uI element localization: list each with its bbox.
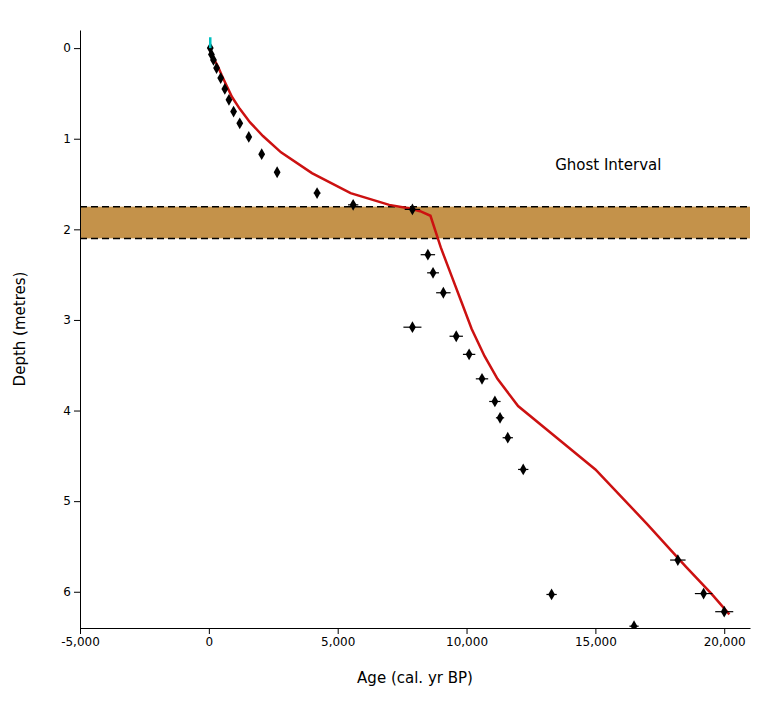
axis-line [81,628,751,629]
data-point [213,62,220,74]
tick: 5,000 [321,628,355,649]
x-axis-title: Age (cal. yr BP) [357,669,473,687]
span-edge [80,206,750,208]
data-point [409,321,416,333]
data-point [453,330,460,342]
data-point [236,117,243,129]
data-point [631,620,638,628]
data-point [479,373,486,385]
tick-mark [74,592,80,593]
tick-label: 0 [63,41,71,55]
tick-label: 5,000 [321,635,355,649]
y-axis-title: Depth (metres) [11,272,29,387]
tick: 3 [63,313,80,327]
tick-mark [467,628,468,634]
chart: -5,000 0 5,000 10,000 15,000 20,000 0 1 2 3 4 5 6 Gho… [0,0,780,708]
tick: 1 [63,132,80,146]
tick-label: 15,000 [575,635,617,649]
data-point [350,199,357,211]
span-band [80,207,750,239]
data-point [700,588,707,600]
tick-label: 20,000 [704,635,746,649]
tick: -5,000 [61,628,100,649]
tick-label: 2 [63,223,71,237]
data-point [221,83,228,95]
data-point [430,267,437,279]
data-point [409,204,416,216]
data-point [497,412,504,424]
axis-line [80,31,81,629]
tick-label: 6 [63,585,71,599]
tick-label: 5 [63,494,71,508]
tick-mark [74,139,80,140]
tick-label: 1 [63,132,71,146]
tick-mark [338,628,339,634]
tick-label: 10,000 [446,635,488,649]
data-point [520,464,527,476]
series-line [209,37,212,48]
tick-label: -5,000 [61,635,100,649]
span-edge [80,238,750,240]
tick: 0 [63,41,80,55]
tick-mark [74,320,80,321]
tick-mark [209,628,210,634]
tick: 5 [63,494,80,508]
tick-label: 0 [206,635,214,649]
marks [80,37,750,628]
tick-label: 3 [63,313,71,327]
data-point [245,131,252,143]
data-point [466,348,473,360]
data-point [217,72,224,84]
annotation: Ghost Interval [555,156,661,174]
x-axis: -5,000 0 5,000 10,000 15,000 20,000 [61,628,750,649]
data-point [674,554,681,566]
tick: 4 [63,404,80,418]
data-point [424,249,431,261]
tick-mark [724,628,725,634]
tick: 10,000 [446,628,488,649]
series-line [209,48,730,614]
data-point [226,94,233,106]
data-point [548,589,555,601]
tick-mark [80,628,81,634]
points [207,42,733,628]
data-point [314,187,321,199]
tick-mark [74,411,80,412]
y-axis: 0 1 2 3 4 5 6 [63,31,80,629]
tick: 20,000 [704,628,746,649]
tick: 0 [206,628,214,649]
tick-mark [595,628,596,634]
data-point [440,287,447,299]
tick-mark [74,229,80,230]
tick-label: 4 [63,404,71,418]
plot: -5,000 0 5,000 10,000 15,000 20,000 0 1 2 3 4 5 6 Gho… [61,31,750,649]
data-point [504,432,511,444]
tick-mark [74,48,80,49]
tick: 6 [63,585,80,599]
tick-mark [74,501,80,502]
data-point [491,396,498,408]
tick: 15,000 [575,628,617,649]
data-point [230,106,237,118]
data-point [258,148,265,160]
data-point [274,166,281,178]
tick: 2 [63,223,80,237]
data-point [721,606,728,618]
